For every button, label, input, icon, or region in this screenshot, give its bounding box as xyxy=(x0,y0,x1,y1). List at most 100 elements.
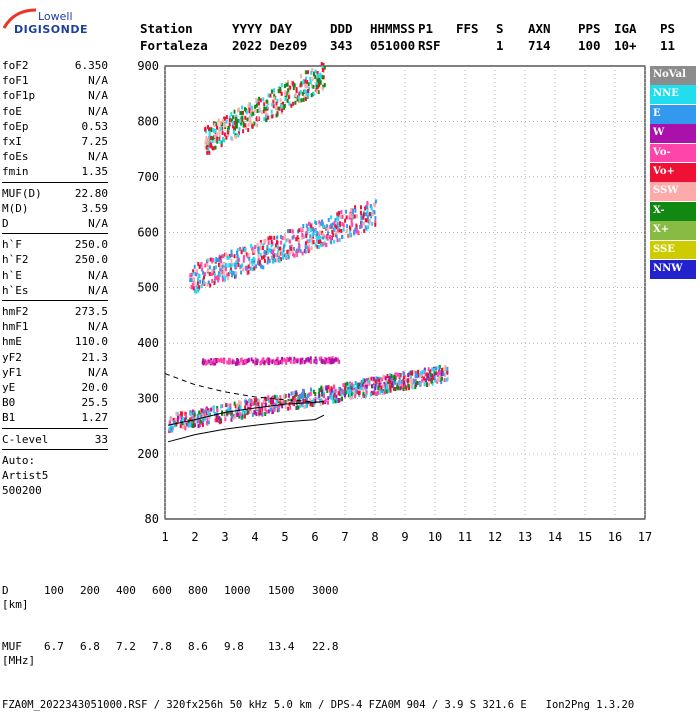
echo-point xyxy=(362,221,365,226)
echo-point xyxy=(195,285,198,289)
echo-point xyxy=(344,391,347,395)
echo-point xyxy=(266,260,269,265)
echo-point xyxy=(299,394,302,399)
echo-point xyxy=(282,255,284,260)
echo-point xyxy=(384,376,387,381)
echo-point xyxy=(310,237,313,242)
echo-point xyxy=(251,124,254,129)
param-name: yF2 xyxy=(2,350,22,364)
param-divider xyxy=(2,233,108,235)
echo-point xyxy=(260,110,263,115)
echo-point xyxy=(253,401,256,406)
echo-point xyxy=(247,252,250,257)
echo-point xyxy=(356,390,359,395)
echo-point xyxy=(266,115,269,120)
echo-point xyxy=(176,411,179,416)
echo-point xyxy=(235,271,238,276)
echo-point xyxy=(263,239,266,244)
echo-point xyxy=(264,99,267,104)
echo-point xyxy=(299,248,302,253)
echo-point xyxy=(292,360,295,364)
echo-point xyxy=(323,83,326,88)
legend-item: W xyxy=(650,124,696,143)
param-name: foF1p xyxy=(2,89,36,103)
echo-point xyxy=(345,215,348,220)
echo-point xyxy=(372,391,375,396)
echo-point xyxy=(219,417,222,422)
echo-point xyxy=(281,360,284,365)
echo-point xyxy=(414,385,417,390)
echo-point xyxy=(353,389,356,394)
echo-point xyxy=(216,132,218,137)
echo-point xyxy=(220,259,223,264)
echo-point xyxy=(417,369,420,374)
y-tick-label: 700 xyxy=(137,170,159,184)
echo-point xyxy=(342,391,345,396)
echo-point xyxy=(244,125,247,130)
echo-point xyxy=(226,273,229,278)
echo-point xyxy=(178,415,181,420)
echo-point xyxy=(222,277,224,282)
echo-point xyxy=(244,405,247,410)
echo-point xyxy=(339,215,342,219)
echo-point xyxy=(258,96,261,101)
echo-point xyxy=(296,249,298,253)
echo-point xyxy=(310,246,313,251)
echo-point xyxy=(236,361,239,366)
footer-muf-9: [MHz] xyxy=(2,654,36,667)
echo-point xyxy=(272,104,275,109)
echo-point xyxy=(318,77,321,82)
echo-point xyxy=(423,367,426,372)
echo-point xyxy=(292,400,295,405)
echo-point xyxy=(227,130,229,135)
echo-point xyxy=(282,400,285,405)
echo-point xyxy=(226,253,229,258)
echo-point xyxy=(438,376,441,381)
echo-point xyxy=(255,264,258,269)
echo-point xyxy=(293,359,296,364)
x-tick-label: 14 xyxy=(548,530,562,544)
echo-point xyxy=(370,214,373,219)
echo-point xyxy=(301,232,304,237)
echo-point xyxy=(198,285,201,290)
echo-point xyxy=(348,382,351,387)
echo-point xyxy=(228,403,231,408)
station-header: Station YYYY DAY DDD HHMMSS P1 FFS S AXN PPS IGA P… xyxy=(140,20,700,54)
echo-point xyxy=(217,276,220,281)
echo-point xyxy=(287,229,289,234)
param-name: h`Es xyxy=(2,283,29,297)
echo-point xyxy=(263,102,266,107)
echo-point xyxy=(241,115,244,120)
echo-point xyxy=(442,369,445,374)
echo-point xyxy=(443,378,446,383)
echo-point xyxy=(278,403,281,408)
header-label-3: HHMMSS xyxy=(370,21,416,36)
echo-point xyxy=(434,370,436,375)
autoscale-line1: Auto: xyxy=(2,453,36,467)
echo-point xyxy=(357,230,360,235)
echo-point xyxy=(214,129,217,134)
echo-point xyxy=(288,101,291,106)
echo-point xyxy=(216,136,219,141)
echo-point xyxy=(263,117,266,122)
echo-point xyxy=(322,62,325,67)
echo-point xyxy=(189,410,192,415)
echo-point xyxy=(237,133,240,138)
echo-point xyxy=(221,411,223,416)
echo-point xyxy=(334,399,337,404)
param-row: h`F 250.0 xyxy=(2,237,108,252)
echo-point xyxy=(274,360,276,365)
echo-point xyxy=(185,413,187,418)
echo-point xyxy=(327,396,330,401)
echo-point xyxy=(365,212,368,217)
param-value: 20.0 xyxy=(81,381,109,395)
param-value: 22.80 xyxy=(74,186,108,200)
echo-point xyxy=(217,358,220,363)
echo-point xyxy=(271,403,274,408)
echo-point xyxy=(225,119,228,124)
echo-point xyxy=(179,411,182,416)
echo-point xyxy=(431,367,434,372)
header-label-0: Station xyxy=(140,21,193,36)
echo-point xyxy=(241,117,244,122)
param-divider xyxy=(2,181,108,183)
